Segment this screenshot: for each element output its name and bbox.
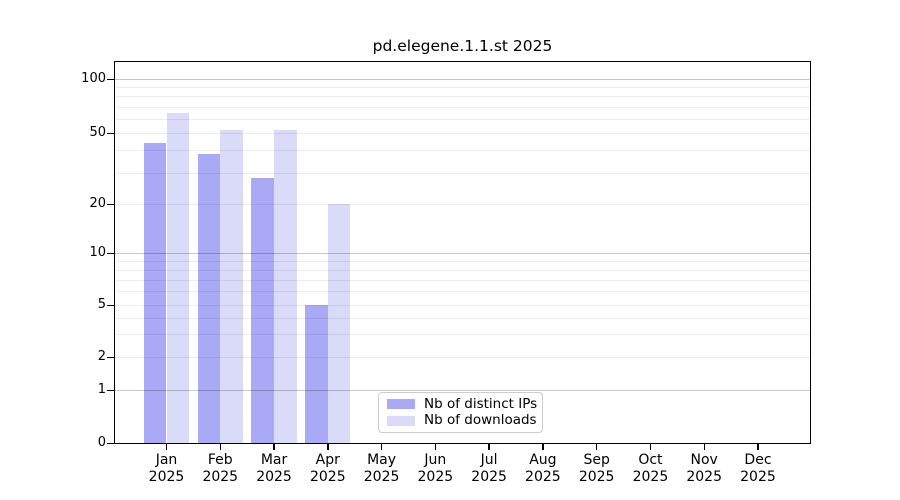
y-tick-label: 1 xyxy=(97,382,106,397)
gridline-minor xyxy=(115,118,810,120)
gridline-minor xyxy=(115,133,810,134)
y-tick-label: 0 xyxy=(97,435,106,450)
y-tick-mark xyxy=(107,78,114,80)
bar-downloads-jan xyxy=(166,112,190,443)
x-tick-mark xyxy=(703,444,705,450)
x-tick-mark xyxy=(273,444,275,450)
bar-distinct-ips-jan xyxy=(143,142,167,443)
legend-swatch-downloads-icon xyxy=(387,415,415,426)
gridline-minor xyxy=(115,96,810,98)
x-tick-mark xyxy=(380,444,383,450)
gridline-minor xyxy=(115,333,810,335)
gridline-major xyxy=(115,79,810,80)
x-tick-label: Apr 2025 xyxy=(309,452,346,485)
x-tick-mark xyxy=(542,444,544,450)
x-tick-label: Jan 2025 xyxy=(148,452,185,485)
bar-downloads-mar xyxy=(274,129,297,443)
x-tick-label: May 2025 xyxy=(363,452,400,485)
y-tick-label: 5 xyxy=(97,297,106,312)
x-tick-mark xyxy=(488,444,490,450)
x-tick-mark xyxy=(165,444,168,450)
gridline-minor xyxy=(115,87,810,89)
x-tick-label: Feb 2025 xyxy=(202,452,239,485)
y-tick-label: 10 xyxy=(89,245,106,260)
x-tick-mark xyxy=(327,444,329,450)
x-tick-label: Mar 2025 xyxy=(256,452,292,485)
x-tick-label: Jul 2025 xyxy=(471,452,507,485)
gridline-minor xyxy=(115,260,810,262)
gridline-minor xyxy=(115,269,810,271)
gridline-minor xyxy=(115,291,810,293)
bars-layer xyxy=(115,62,810,443)
y-tick-mark xyxy=(107,252,114,254)
x-tick-label: Oct 2025 xyxy=(632,452,669,485)
x-tick-mark xyxy=(595,444,598,450)
grid-layer xyxy=(115,62,810,443)
y-tick-label: 100 xyxy=(81,71,106,86)
bar-distinct-ips-mar xyxy=(251,177,275,443)
y-tick-mark xyxy=(107,389,114,391)
x-tick-label: Aug 2025 xyxy=(525,452,561,485)
plot-area: Nb of distinct IPs Nb of downloads xyxy=(114,61,811,444)
x-tick-mark xyxy=(649,444,652,450)
y-tick-mark xyxy=(107,132,114,134)
x-tick-mark xyxy=(219,444,221,450)
x-tick-label: Jun 2025 xyxy=(417,452,454,485)
gridline-minor xyxy=(115,172,810,174)
bar-distinct-ips-feb xyxy=(197,154,221,443)
y-tick-label: 50 xyxy=(89,125,106,140)
gridline-minor xyxy=(115,204,810,205)
x-tick-label: Dec 2025 xyxy=(740,452,776,485)
gridline-minor xyxy=(115,106,810,108)
legend: Nb of distinct IPs Nb of downloads xyxy=(378,392,543,433)
legend-label-downloads: Nb of downloads xyxy=(424,412,537,429)
gridline-major xyxy=(115,253,810,254)
bar-downloads-feb xyxy=(220,129,243,443)
gridline-minor xyxy=(115,150,810,152)
x-tick-label: Sep 2025 xyxy=(578,452,615,485)
y-tick-mark xyxy=(107,203,114,205)
y-tick-mark xyxy=(107,304,114,306)
legend-item-downloads: Nb of downloads xyxy=(387,412,537,429)
gridline-major xyxy=(115,390,810,391)
chart-title: pd.elegene.1.1.st 2025 xyxy=(372,37,553,55)
y-tick-label: 20 xyxy=(89,196,106,211)
bar-downloads-apr xyxy=(327,204,351,443)
gridline-minor xyxy=(115,305,810,306)
y-tick-mark xyxy=(107,442,114,444)
gridline-minor xyxy=(115,357,810,358)
x-tick-label: Nov 2025 xyxy=(686,452,722,485)
y-tick-label: 2 xyxy=(97,349,106,364)
x-tick-mark xyxy=(434,444,437,450)
legend-swatch-distinct-ips-icon xyxy=(387,399,415,410)
legend-label-distinct-ips: Nb of distinct IPs xyxy=(424,395,538,412)
bar-distinct-ips-apr xyxy=(305,305,328,443)
legend-item-distinct-ips: Nb of distinct IPs xyxy=(387,395,538,412)
y-tick-mark xyxy=(107,356,114,358)
gridline-minor xyxy=(115,279,810,281)
x-tick-mark xyxy=(757,444,759,450)
gridline-minor xyxy=(115,317,810,319)
